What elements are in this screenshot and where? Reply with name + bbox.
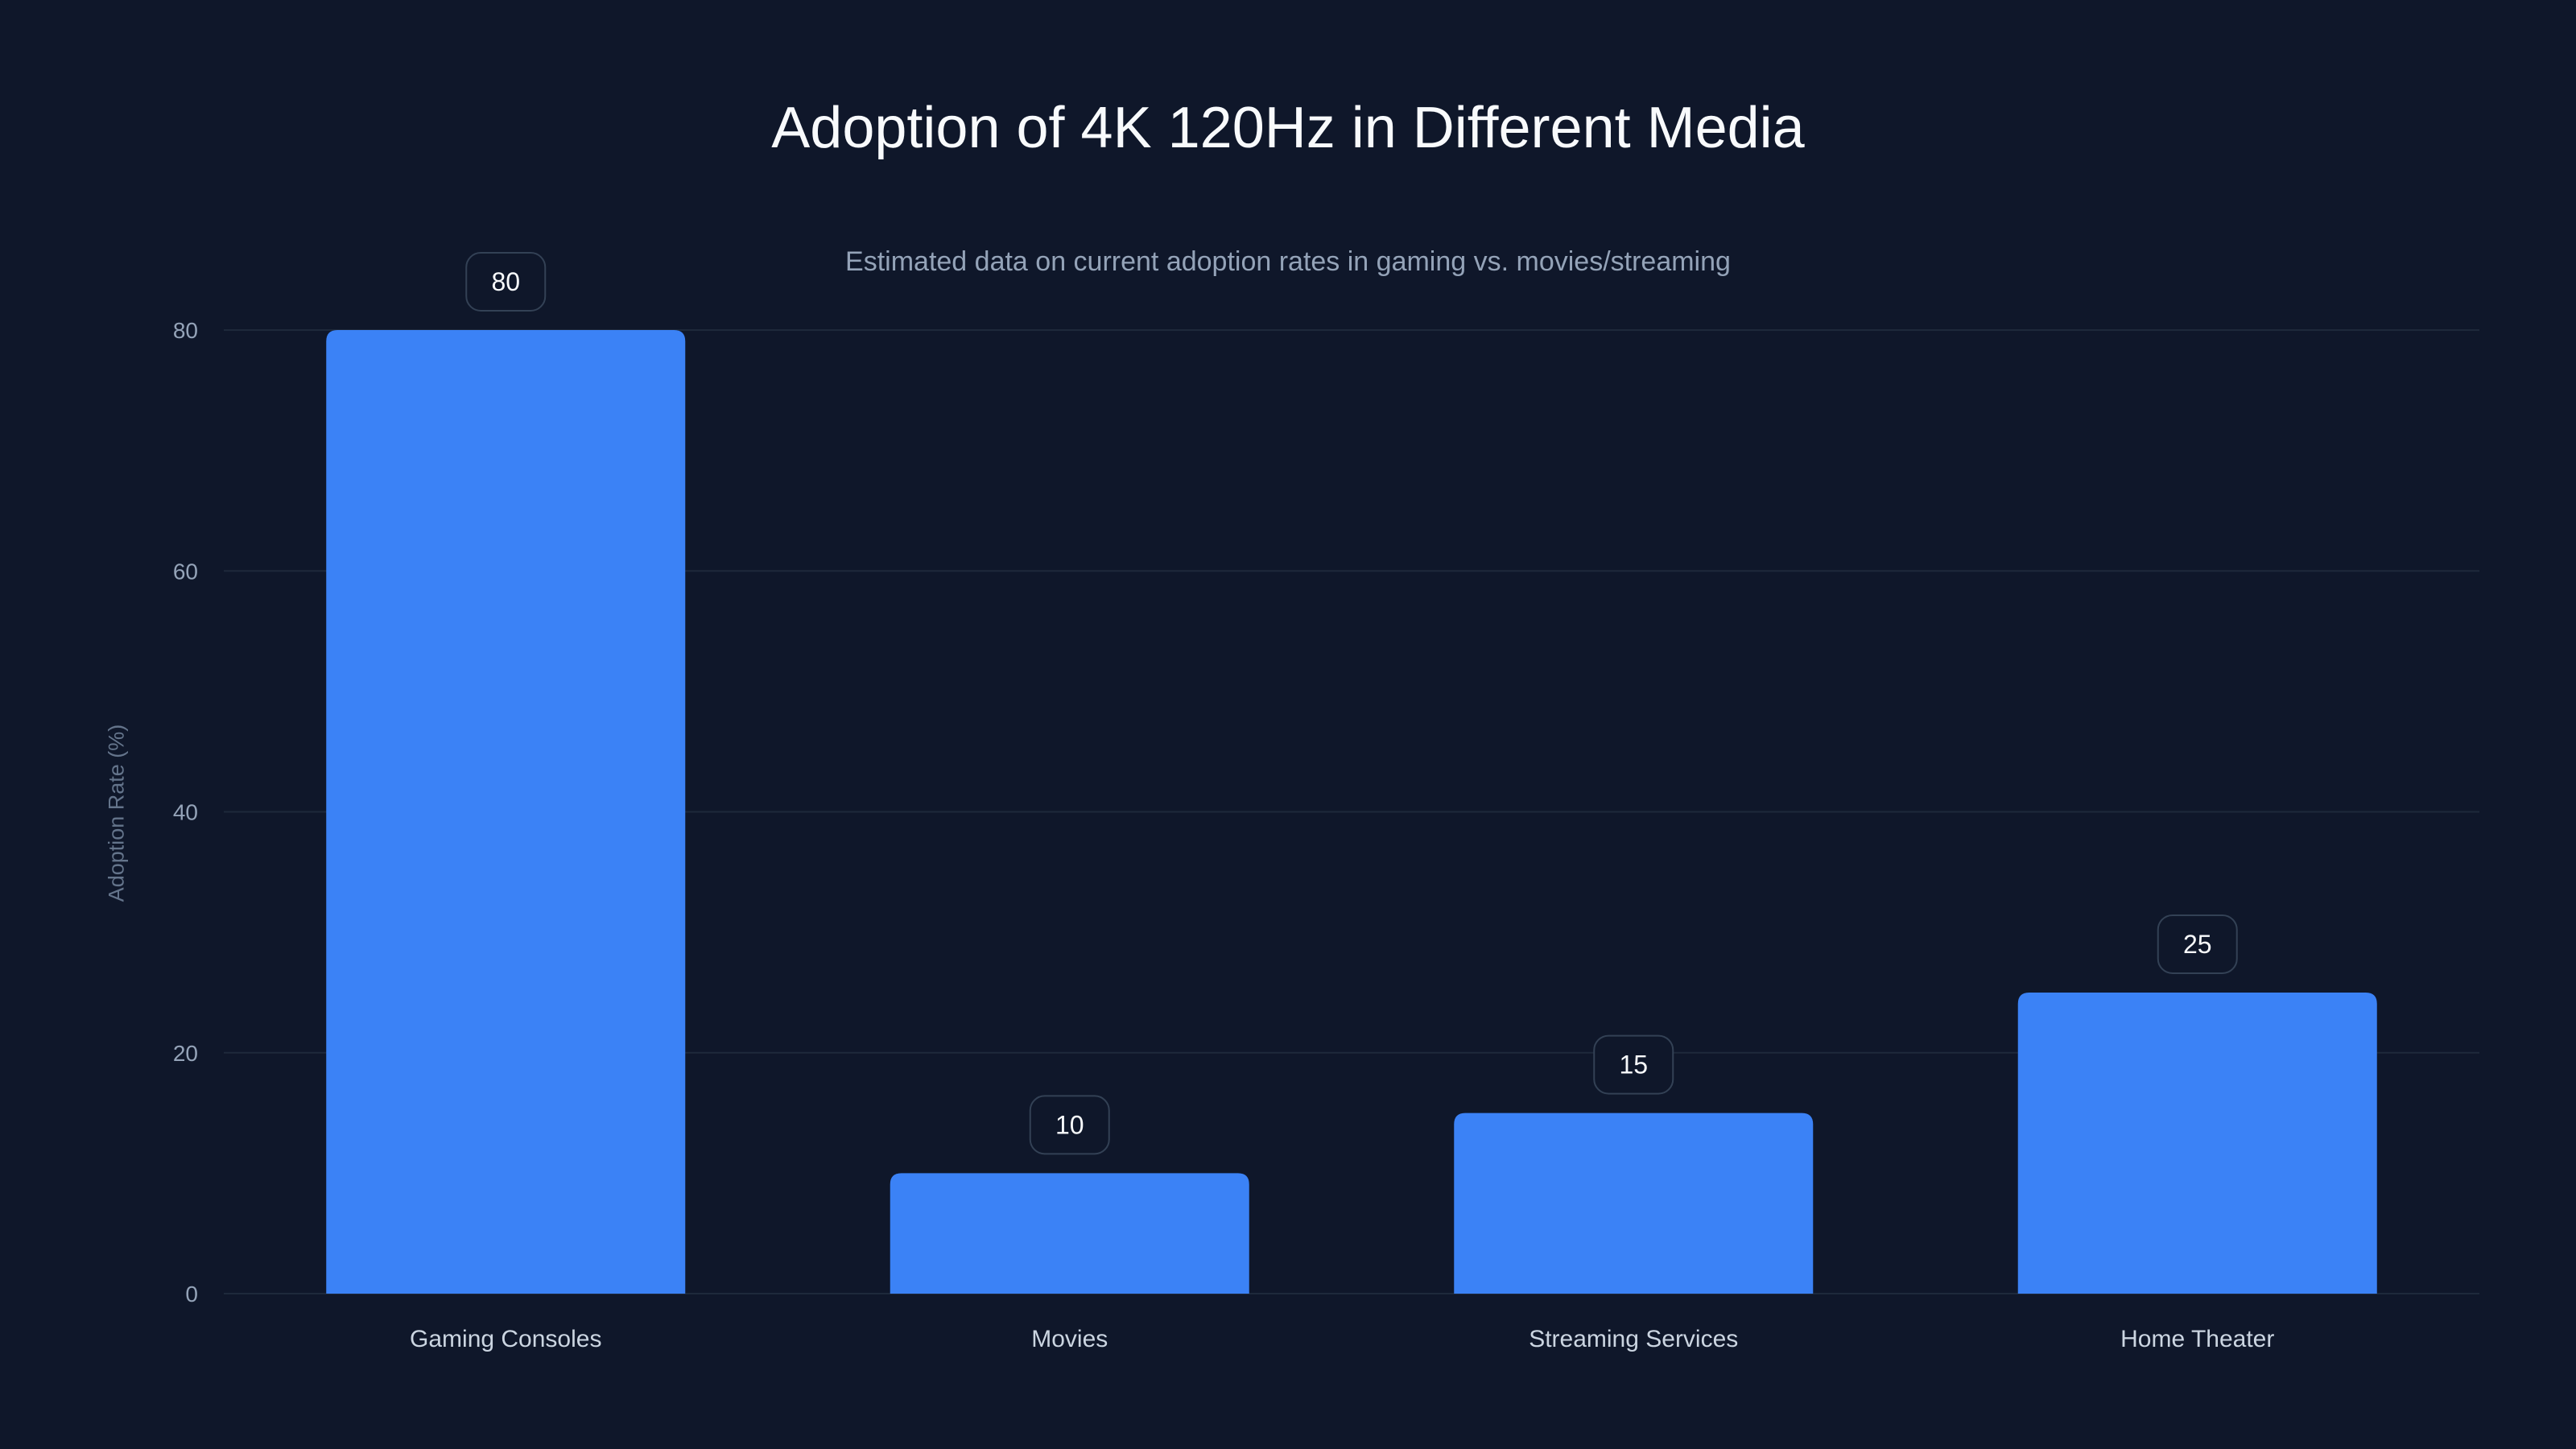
data-label: 15 [1619, 1051, 1648, 1080]
chart-subtitle: Estimated data on current adoption rates… [845, 246, 1731, 277]
y-tick-label: 80 [173, 318, 198, 343]
bar [1454, 1113, 1814, 1294]
data-label-box [1593, 1034, 1674, 1095]
bar [2017, 992, 2377, 1294]
data-label: 25 [2183, 930, 2212, 959]
x-tick-label: Streaming Services [1529, 1326, 1738, 1352]
x-tick-label: Gaming Consoles [410, 1326, 601, 1352]
data-label-box [2157, 914, 2238, 974]
chart-title: Adoption of 4K 120Hz in Different Media [771, 96, 1805, 160]
bar [890, 1173, 1249, 1294]
data-label-box [1029, 1095, 1110, 1155]
data-label-box [465, 252, 547, 312]
y-tick-label: 40 [173, 800, 198, 825]
y-tick-label: 20 [173, 1041, 198, 1066]
x-tick-label: Home Theater [2120, 1326, 2274, 1352]
data-label: 10 [1055, 1110, 1084, 1139]
x-tick-label: Movies [1031, 1326, 1108, 1352]
y-tick-label: 0 [185, 1282, 198, 1307]
bar [326, 330, 686, 1294]
y-tick-label: 60 [173, 559, 198, 584]
data-label: 80 [491, 267, 520, 296]
